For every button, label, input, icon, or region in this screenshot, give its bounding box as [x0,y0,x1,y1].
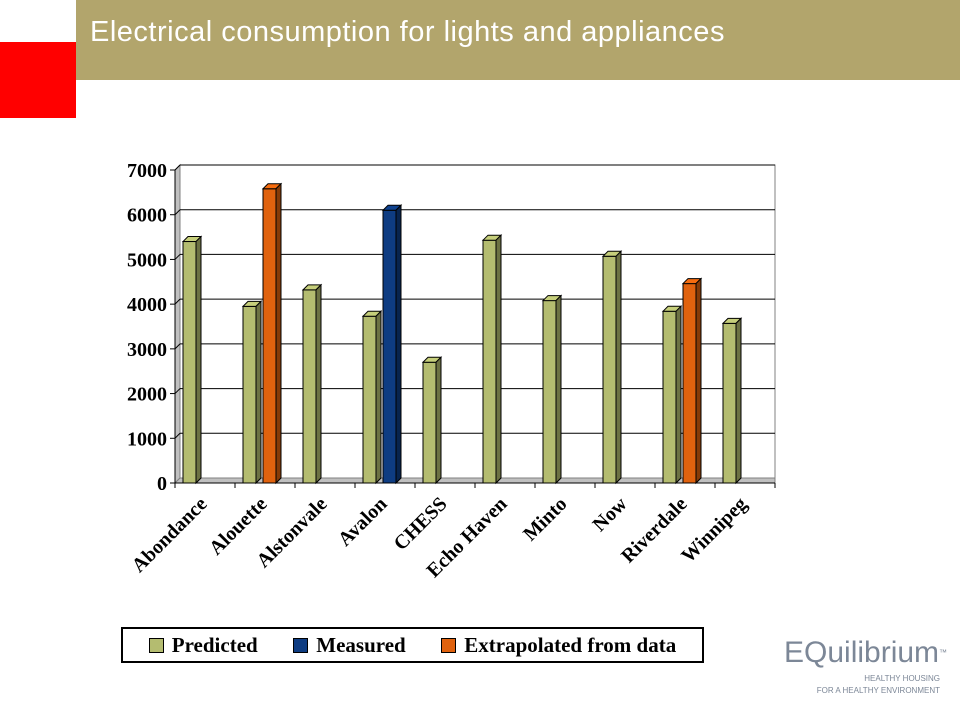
bar-side [435,356,442,485]
y-tick-label: 3000 [127,339,167,361]
bar-side [395,204,402,485]
bar [301,283,323,485]
bar-side [195,235,202,485]
title-bar: Electrical consumption for lights and ap… [76,0,960,80]
bar-front [482,239,497,484]
y-tick-label: 1000 [127,428,167,450]
bars [181,182,743,485]
bar-front [682,283,697,484]
legend-label: Extrapolated from data [464,632,677,657]
bar-side [555,294,562,485]
gridline [174,343,181,350]
gridline [174,388,181,394]
legend-label: Measured [316,632,406,657]
gridline [174,298,181,305]
bar [481,233,503,485]
bar-front [382,209,397,484]
gridline [174,432,181,439]
gridline [174,209,181,216]
bar [261,182,283,485]
bar [721,317,743,485]
gridline [174,254,181,260]
y-axis-ticks: 0 1000 2000 3000 4000 5000 6000 7000 [127,160,175,495]
legend-label: Predicted [171,632,258,657]
page-title: Electrical consumption for lights and ap… [90,16,725,48]
legend-item-predicted: Predicted [148,632,258,658]
bar-front [182,241,197,484]
bar-side [495,233,502,485]
legend-swatch-measured [293,637,309,653]
bar-side [695,277,702,485]
y-tick-label: 7000 [127,160,167,182]
gridline [174,164,181,171]
bar-side [255,300,262,485]
bar-side [675,305,682,485]
bar-front [422,361,437,484]
plot-area [173,163,776,485]
logo-brand-text: EQuilibrium [784,636,940,669]
logo-brand: EQuilibrium™ [784,636,947,670]
bar [421,356,443,485]
x-tick-label: Avalon [334,493,392,551]
bar-side [735,317,742,485]
legend-swatch-extrapolated [441,637,457,653]
legend-item-measured: Measured [293,632,406,658]
bar [241,300,263,485]
legend-swatch-predicted [148,637,164,653]
bar-front [302,289,317,484]
x-tick-label: Now [588,493,631,536]
y-tick-label: 4000 [127,294,167,316]
bar-side [275,182,282,485]
y-tick-label: 5000 [127,249,167,271]
x-tick-label: Winnipeg [677,493,751,567]
bar-front [362,315,377,484]
x-tick-label: Abondance [128,493,212,577]
y-tick-label: 6000 [127,205,167,227]
bar [541,294,563,485]
bar [681,277,703,485]
x-tick-label: Minto [519,493,571,545]
bar [601,250,623,485]
logo-tagline: FOR A HEALTHY ENVIRONMENT [816,686,940,695]
bar [181,235,203,485]
accent-block [0,42,76,118]
bar-front [662,310,677,484]
bar-front [602,255,617,484]
bar-side [375,310,382,485]
equilibrium-logo: EQuilibrium™ HEALTHY HOUSING FOR A HEALT… [784,636,948,700]
legend-item-extrapolated: Extrapolated from data [441,633,676,658]
logo-tm: ™ [939,648,948,657]
bar [661,305,683,485]
bar-front [542,300,557,484]
y-tick-label: 2000 [127,384,167,406]
x-tick-label: Riverdale [617,493,692,568]
bar-side [615,250,622,485]
logo-tagline: HEALTHY HOUSING [864,674,940,683]
bar-front [242,305,257,484]
bar [361,310,383,485]
y-tick-label: 0 [157,473,167,495]
bar-front [262,188,277,484]
bar-front [722,322,737,484]
bar-side [315,283,322,485]
chart-legend: Predicted Measured Extrapolated from dat… [121,627,704,663]
bar [381,204,403,485]
